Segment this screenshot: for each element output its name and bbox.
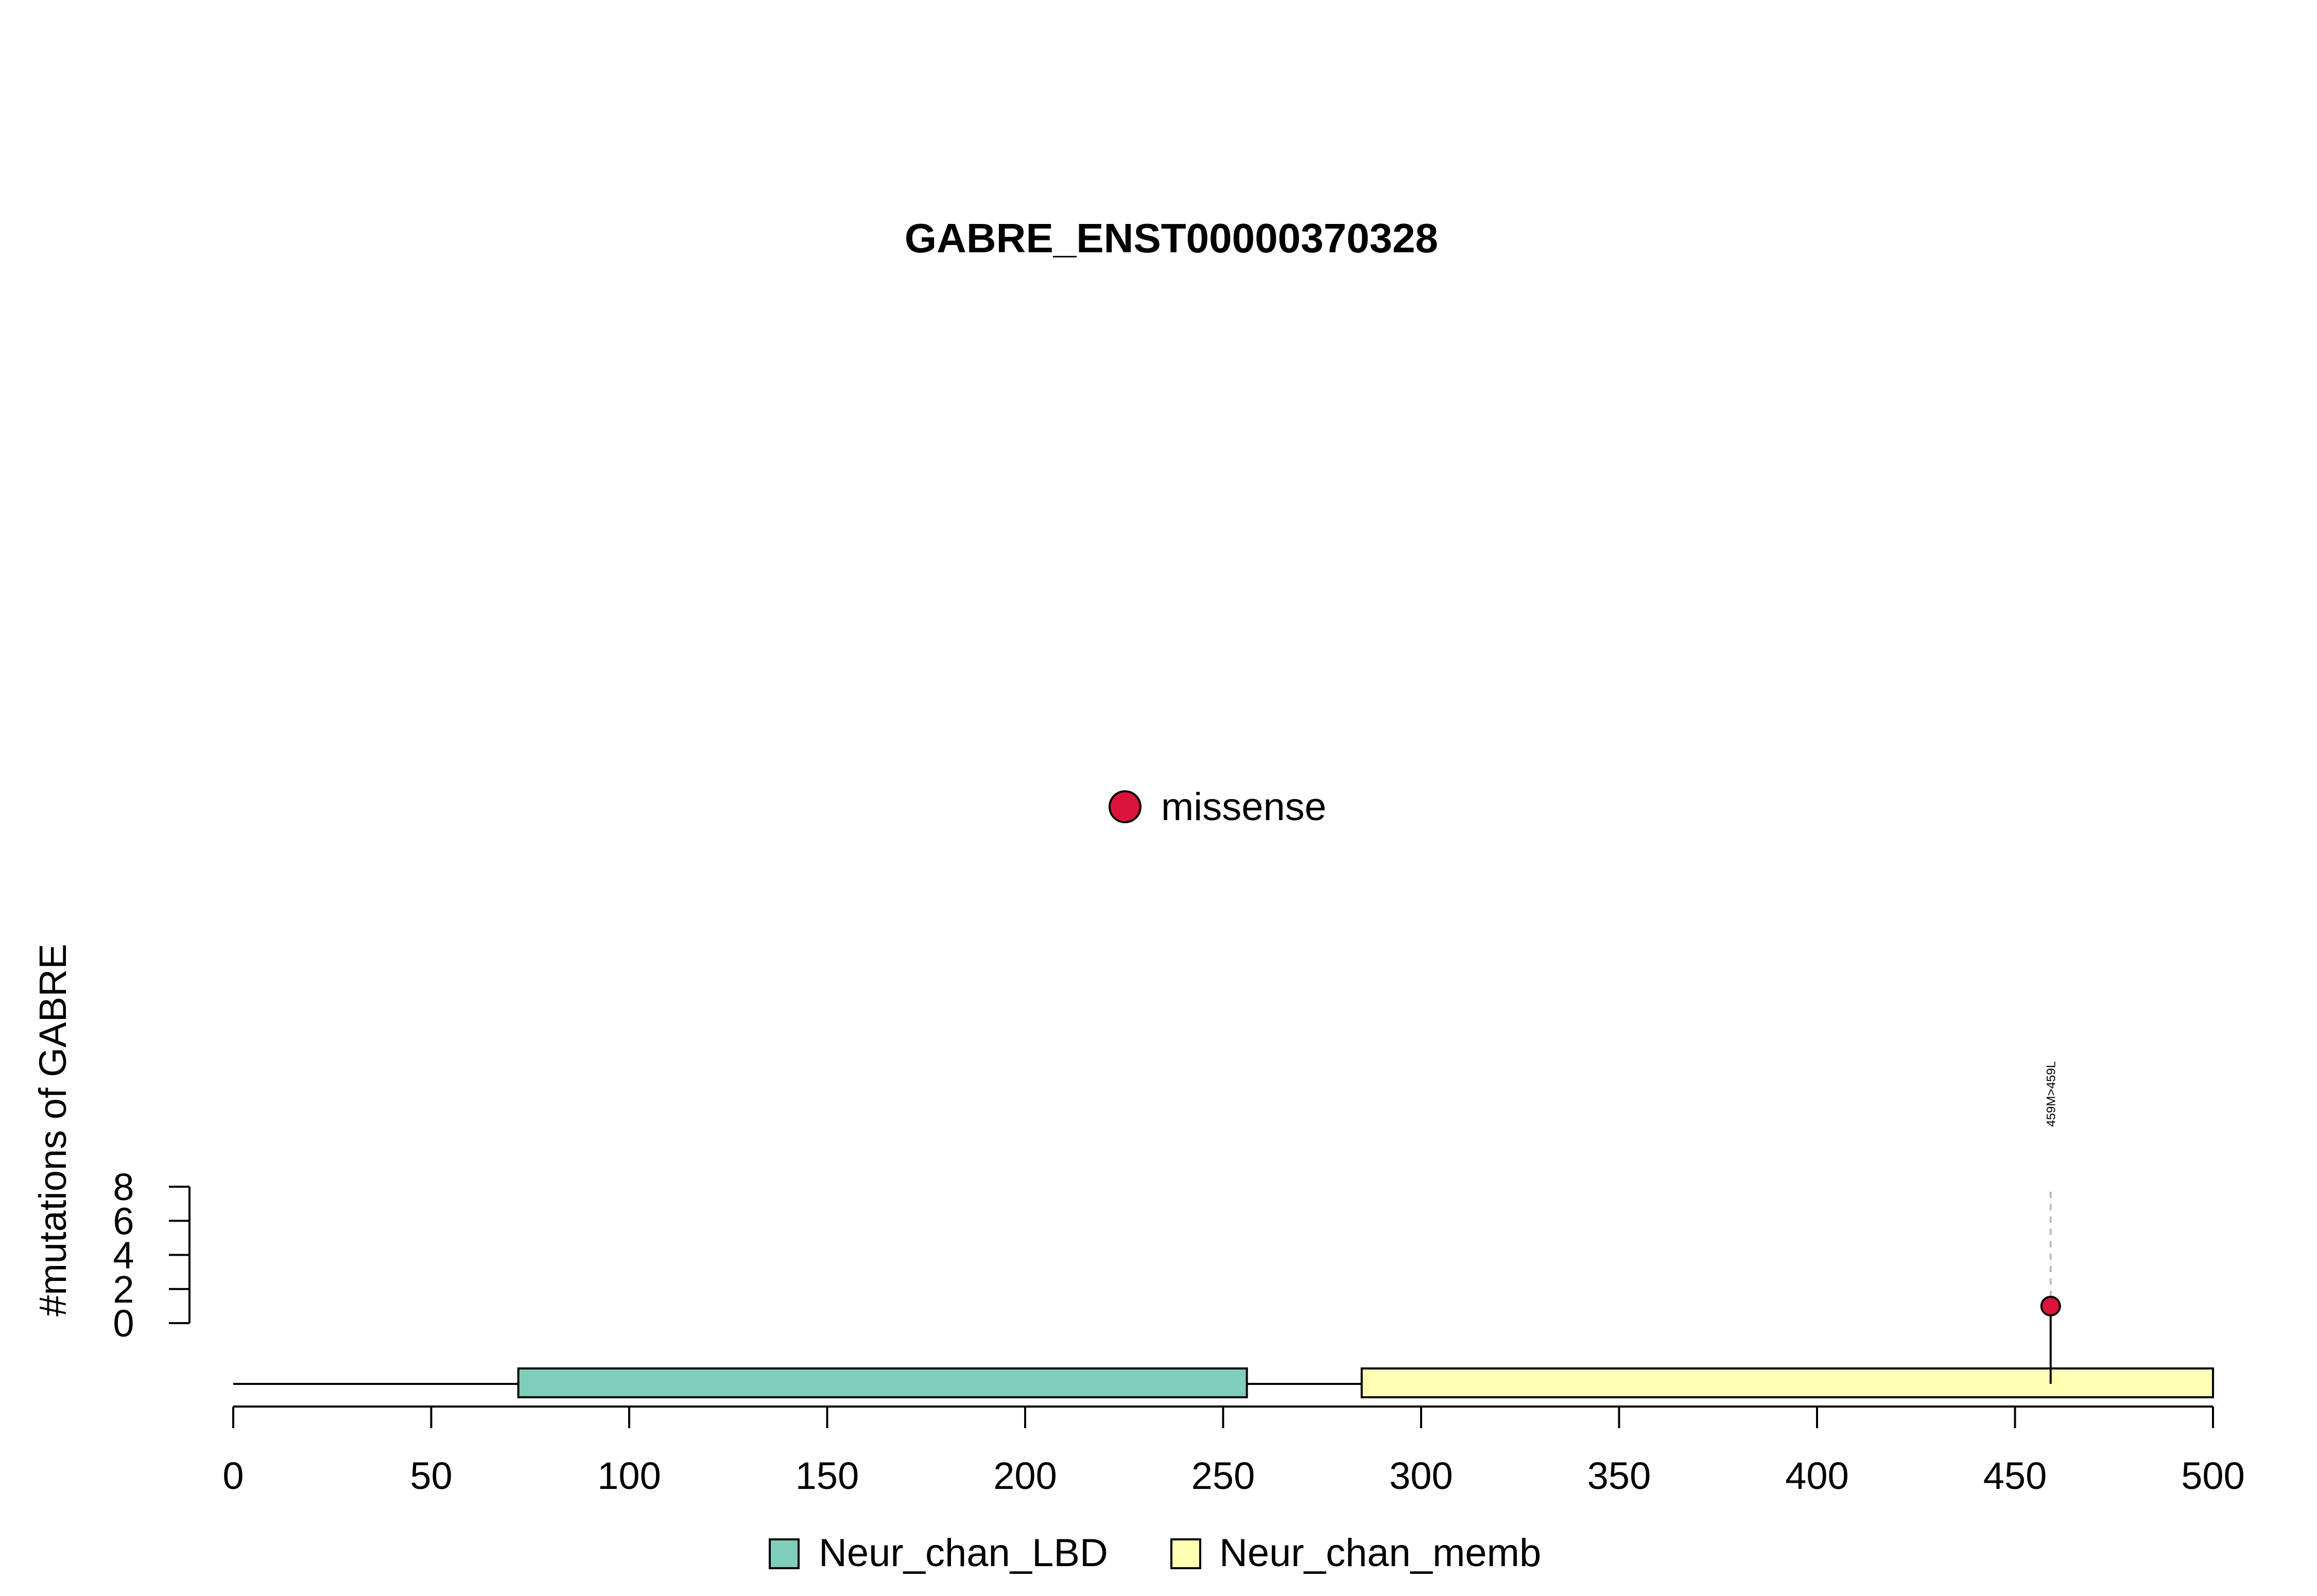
y-tick-label-4: 4 bbox=[113, 1234, 134, 1277]
domain-legend-swatch-Neur_chan_LBD bbox=[769, 1538, 800, 1569]
x-tick-label-0: 0 bbox=[222, 1454, 244, 1497]
legend-marker-missense bbox=[1109, 790, 1142, 823]
domain-Neur_chan_memb bbox=[1360, 1367, 2214, 1398]
x-tick-label-300: 300 bbox=[1389, 1454, 1453, 1497]
mutation-label-459: 459M>459L bbox=[2045, 1061, 2059, 1126]
y-axis-label: #mutations of GABRE bbox=[31, 944, 74, 1316]
y-tick-label-2: 2 bbox=[113, 1268, 134, 1311]
domain-legend-label-Neur_chan_LBD: Neur_chan_LBD bbox=[819, 1531, 1108, 1575]
y-tick-label-0: 0 bbox=[113, 1302, 134, 1345]
x-tick-label-250: 250 bbox=[1191, 1454, 1255, 1497]
domain-Neur_chan_LBD bbox=[517, 1367, 1248, 1398]
legend-label-missense: missense bbox=[1161, 785, 1326, 829]
y-tick-label-8: 8 bbox=[113, 1166, 134, 1208]
x-tick-label-200: 200 bbox=[993, 1454, 1057, 1497]
x-tick-label-50: 50 bbox=[410, 1454, 452, 1497]
domain-legend-swatch-Neur_chan_memb bbox=[1170, 1538, 1201, 1569]
x-tick-label-500: 500 bbox=[2181, 1454, 2244, 1497]
x-tick-label-150: 150 bbox=[796, 1454, 859, 1497]
mutation-point-459 bbox=[2040, 1295, 2061, 1316]
x-tick-label-350: 350 bbox=[1587, 1454, 1651, 1497]
chart-title: GABRE_ENST00000370328 bbox=[905, 215, 1438, 261]
x-tick-label-100: 100 bbox=[597, 1454, 661, 1497]
x-tick-label-450: 450 bbox=[1983, 1454, 2047, 1497]
y-tick-label-6: 6 bbox=[113, 1200, 134, 1242]
domain-legend-label-Neur_chan_memb: Neur_chan_memb bbox=[1219, 1531, 1541, 1575]
x-tick-label-400: 400 bbox=[1785, 1454, 1848, 1497]
